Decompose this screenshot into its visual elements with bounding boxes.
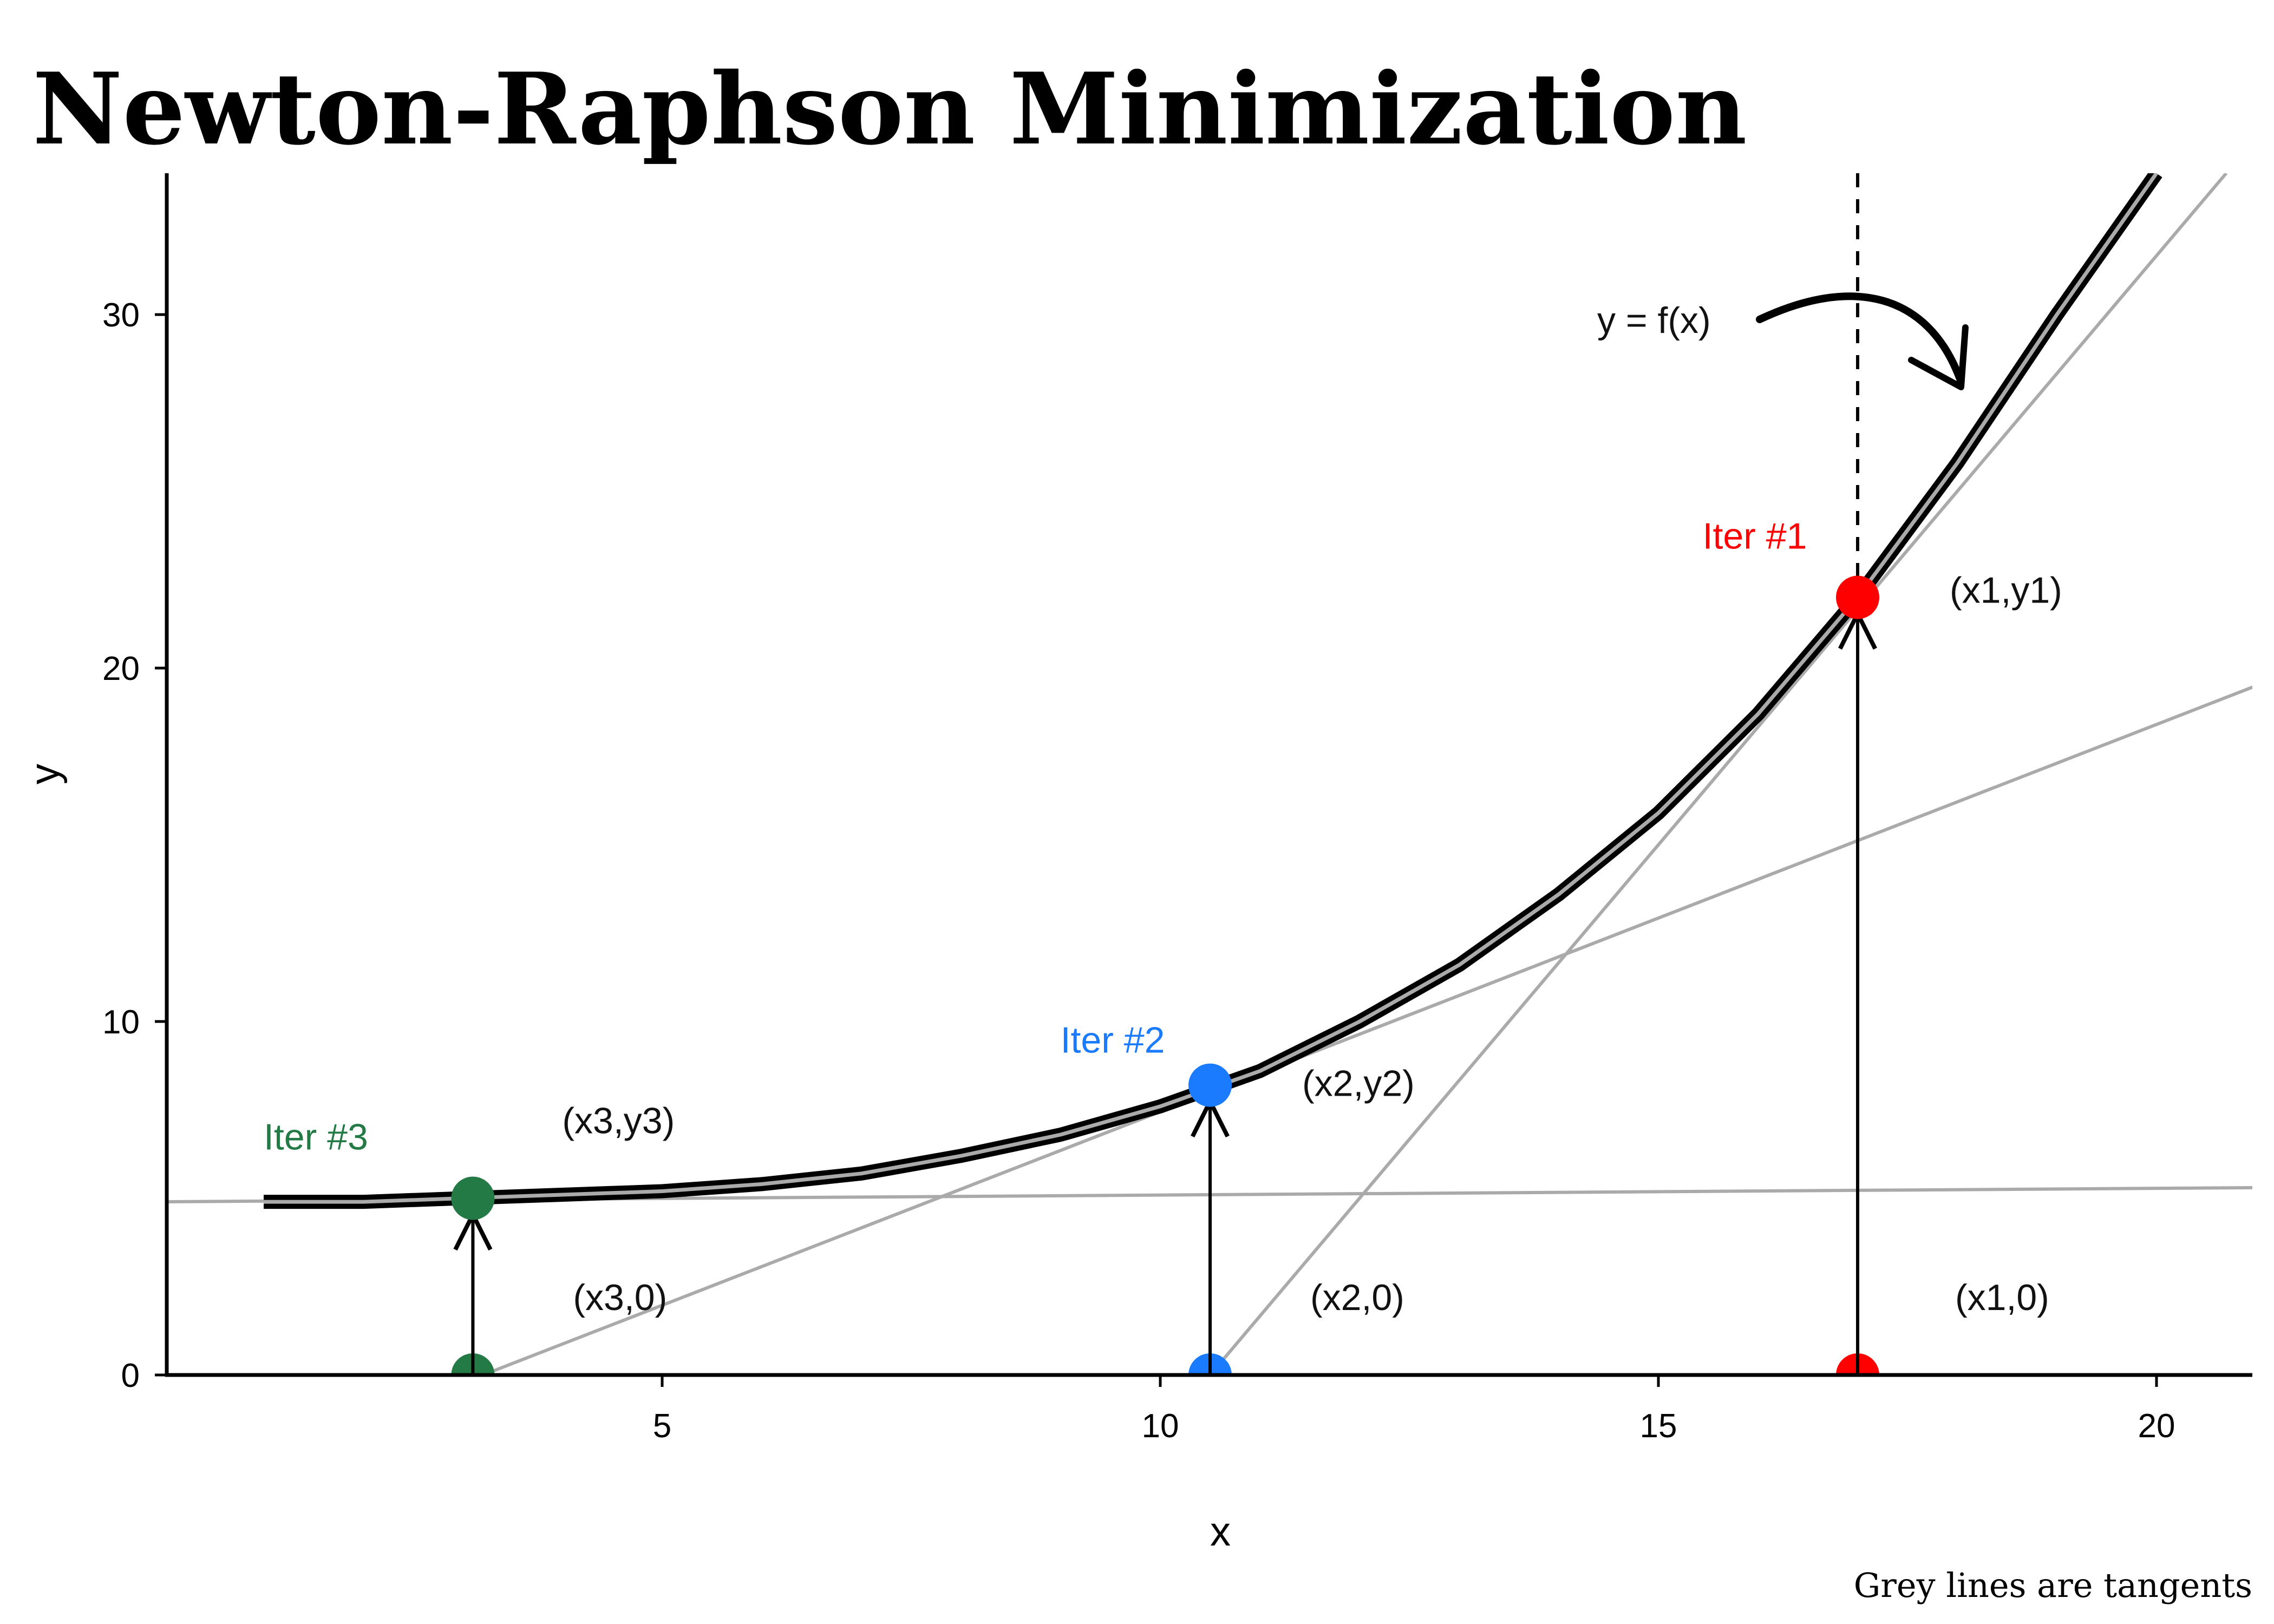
point-label-3: (x3,y3) [562, 1101, 675, 1142]
curve-label: y = f(x) [1597, 300, 1711, 341]
plot-area: 5 10 15 20 0 10 20 30 x y Iter #1 (x1,y1) (x1,0) Iter… [22, 173, 2252, 1555]
iteration-label-2: Iter #2 [1061, 1020, 1165, 1061]
iteration-label-3: Iter #3 [264, 1117, 368, 1158]
point-label-1: (x1,y1) [1950, 570, 2062, 611]
y-tick-label: 0 [121, 1357, 140, 1394]
curve-label-arrowhead [1908, 324, 1969, 390]
curve-line [264, 173, 2162, 1209]
y-tick-label: 20 [102, 650, 140, 687]
point-label-2: (x2,y2) [1302, 1063, 1415, 1104]
iteration-point-2 [1188, 1063, 1232, 1107]
y-tick-label: 10 [102, 1004, 140, 1041]
iteration-point-3 [451, 1176, 495, 1220]
iteration-point-1 [1836, 575, 1879, 619]
base-label-1: (x1,0) [1955, 1277, 2049, 1318]
x-tick-label: 5 [653, 1407, 671, 1445]
base-label-3: (x3,0) [573, 1277, 667, 1318]
chart-caption: Grey lines are tangents [1854, 1566, 2252, 1605]
y-axis-label: y [22, 764, 68, 784]
chart-title: Newton-Raphson Minimization [32, 51, 1747, 167]
iteration-label-1: Iter #1 [1703, 516, 1807, 557]
x-tick-label: 15 [1640, 1407, 1677, 1445]
x-tick-label: 10 [1142, 1407, 1179, 1445]
curve-inner-line [264, 173, 2158, 1204]
tangent-line-2 [1208, 173, 2228, 1375]
tangent-line-1 [482, 685, 2252, 1375]
curve-label-arrow [1756, 292, 1964, 383]
x-axis-label: x [1210, 1509, 1231, 1555]
x-tick-label: 20 [2138, 1407, 2175, 1445]
y-tick-label: 30 [102, 297, 140, 334]
base-label-2: (x2,0) [1310, 1277, 1404, 1318]
